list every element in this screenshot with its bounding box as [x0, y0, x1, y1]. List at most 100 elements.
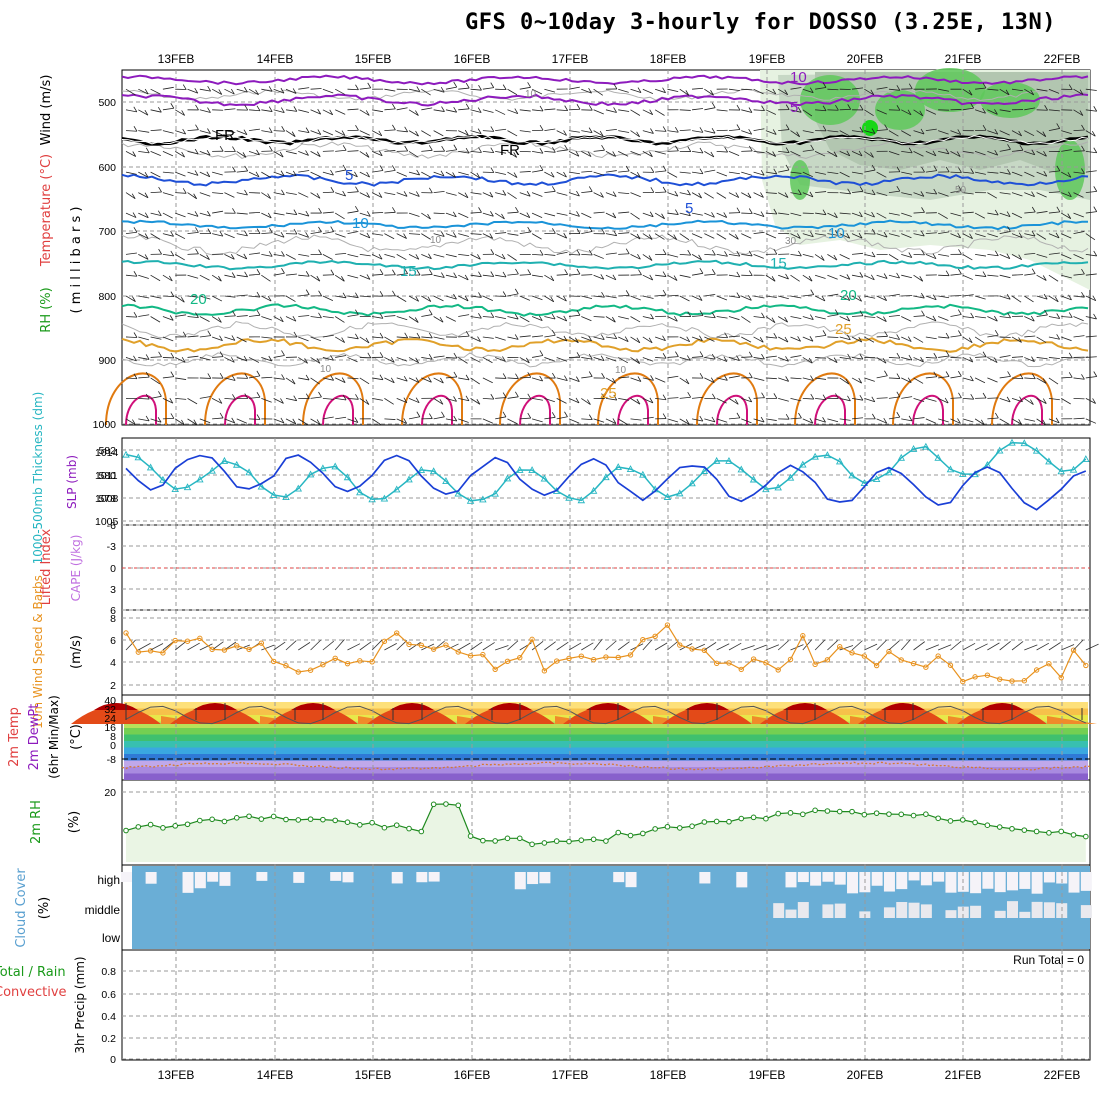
wind-barb [236, 357, 248, 362]
wind-barb [1061, 130, 1072, 135]
wind-barb [531, 316, 543, 322]
rh-point [652, 826, 658, 832]
wind-barb-flag [1042, 131, 1047, 137]
wind-barb [285, 192, 297, 195]
wind-barb [827, 314, 839, 317]
wind-barb [458, 642, 471, 651]
wind-barb-flag [907, 336, 912, 342]
wind-barb-flag [281, 350, 285, 356]
wind-barb [950, 212, 962, 217]
cloud-high-gap [342, 872, 354, 883]
wind-barb [802, 233, 814, 238]
wind-barb [778, 169, 790, 173]
wind-barb [901, 109, 912, 116]
cloud-mid-gap [994, 910, 1006, 918]
wind-barb-flag [698, 295, 703, 301]
wind-barb-flag [144, 109, 149, 116]
wind-barb [716, 254, 728, 257]
wind-barb-flag [711, 102, 716, 108]
wind-barb-flag [1007, 169, 1011, 175]
wind-barb-flag [489, 233, 494, 239]
wind-barb [913, 398, 925, 402]
wind-barb [531, 88, 543, 95]
wind-barb-flag [588, 249, 593, 256]
wind-barb-flag [453, 272, 458, 278]
wind-barb-flag [477, 128, 482, 134]
wind-barb [618, 294, 630, 297]
wind-barb [716, 357, 728, 362]
wind-barb-flag [724, 251, 728, 257]
wind-barb-flag [392, 269, 396, 275]
wind-barb [802, 639, 813, 651]
wind-barb [679, 336, 690, 343]
wind-barb-flag [131, 193, 136, 199]
wind-barb-flag [662, 271, 667, 277]
wind-barb [507, 171, 518, 178]
wind-barb-flag [835, 105, 839, 111]
wind-barb-flag [243, 355, 248, 362]
wind-barb [642, 274, 653, 281]
wind-barb [827, 151, 838, 158]
wind-barb [531, 233, 542, 240]
wind-barb-flag [686, 336, 691, 342]
wind-barb [125, 88, 136, 96]
wind-barb-flag [169, 397, 174, 404]
wind-barb-flag [724, 375, 728, 381]
wind-barb-flag [1056, 206, 1061, 213]
wind-barb [261, 192, 271, 199]
wind-barb-flag [256, 414, 261, 420]
rh-point [676, 825, 683, 831]
wind-barb [359, 336, 370, 344]
thickness-marker [343, 473, 352, 481]
wind-barb [864, 130, 876, 134]
wind-barb [470, 171, 481, 179]
wind-barb [630, 295, 641, 301]
wind-barb [704, 192, 714, 199]
wind-barb-flag [846, 274, 851, 280]
wind-barb [162, 192, 174, 196]
wind-barb [679, 109, 691, 111]
wind-barb-flag [1018, 337, 1022, 343]
wind-barb [593, 418, 605, 423]
wind-barb [716, 643, 730, 651]
wind-barb-flag [674, 209, 679, 215]
wind-barb [556, 316, 567, 322]
wind-barb-flag [415, 296, 419, 302]
wind-barb [175, 418, 185, 426]
wind-barb-flag [736, 104, 741, 111]
wind-barb-flag [896, 166, 901, 172]
wind-barb [851, 357, 863, 360]
wind-barb-flag [563, 335, 568, 342]
wind-barb [654, 642, 668, 651]
wind-barb-flag [1043, 150, 1047, 157]
wind-barb [458, 192, 469, 199]
wind-barb-flag [268, 127, 273, 133]
wind-barb [138, 254, 149, 260]
wind-barb-flag [330, 375, 334, 381]
wind-barb-flag [858, 232, 863, 239]
wind-barb [150, 316, 161, 323]
wind-barb [1048, 274, 1059, 282]
wind-barb-flag [453, 144, 458, 150]
wind-barb [938, 295, 950, 299]
wind-barb [864, 274, 875, 281]
thickness-marker [589, 486, 598, 494]
wind-barb-flag [884, 124, 888, 130]
wind-barb-flag [527, 82, 531, 88]
wind-barb-flag [231, 272, 236, 278]
wind-barb [802, 418, 814, 424]
wind-barb [925, 316, 937, 322]
wind-barb [692, 356, 704, 358]
wind-barb [618, 170, 630, 173]
wind-barb-flag [761, 392, 765, 398]
wind-barb-flag [428, 332, 433, 339]
wind-barb [741, 316, 751, 323]
wind-barb-flag [144, 233, 149, 239]
cloud-high-gap [847, 872, 859, 894]
wind-barb [138, 642, 151, 651]
cloud-high-gap [908, 872, 920, 881]
wind-barb-flag [1067, 172, 1072, 178]
wind-barb-flag [550, 172, 555, 178]
wind-barb [458, 233, 469, 237]
rh-contour-label: 30 [785, 236, 797, 247]
